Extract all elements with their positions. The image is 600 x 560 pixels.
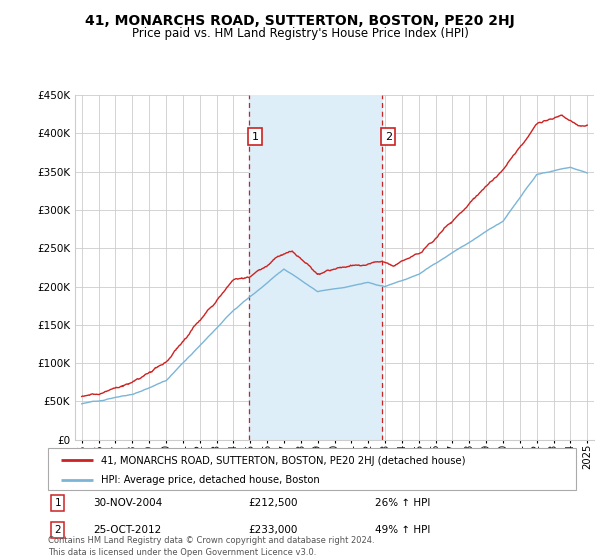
FancyBboxPatch shape bbox=[48, 448, 576, 490]
Text: 26% ↑ HPI: 26% ↑ HPI bbox=[376, 498, 431, 508]
Text: £212,500: £212,500 bbox=[248, 498, 298, 508]
Text: 41, MONARCHS ROAD, SUTTERTON, BOSTON, PE20 2HJ: 41, MONARCHS ROAD, SUTTERTON, BOSTON, PE… bbox=[85, 14, 515, 28]
Text: 49% ↑ HPI: 49% ↑ HPI bbox=[376, 525, 431, 535]
Text: 41, MONARCHS ROAD, SUTTERTON, BOSTON, PE20 2HJ (detached house): 41, MONARCHS ROAD, SUTTERTON, BOSTON, PE… bbox=[101, 456, 466, 465]
Text: £233,000: £233,000 bbox=[248, 525, 298, 535]
Text: Contains HM Land Registry data © Crown copyright and database right 2024.
This d: Contains HM Land Registry data © Crown c… bbox=[48, 536, 374, 557]
Text: 2: 2 bbox=[385, 132, 392, 142]
Text: 30-NOV-2004: 30-NOV-2004 bbox=[93, 498, 162, 508]
Text: 25-OCT-2012: 25-OCT-2012 bbox=[93, 525, 161, 535]
Text: 2: 2 bbox=[55, 525, 61, 535]
Text: Price paid vs. HM Land Registry's House Price Index (HPI): Price paid vs. HM Land Registry's House … bbox=[131, 27, 469, 40]
Text: 1: 1 bbox=[55, 498, 61, 508]
Text: 1: 1 bbox=[251, 132, 259, 142]
Bar bbox=[249, 95, 382, 440]
Text: HPI: Average price, detached house, Boston: HPI: Average price, detached house, Bost… bbox=[101, 475, 320, 486]
